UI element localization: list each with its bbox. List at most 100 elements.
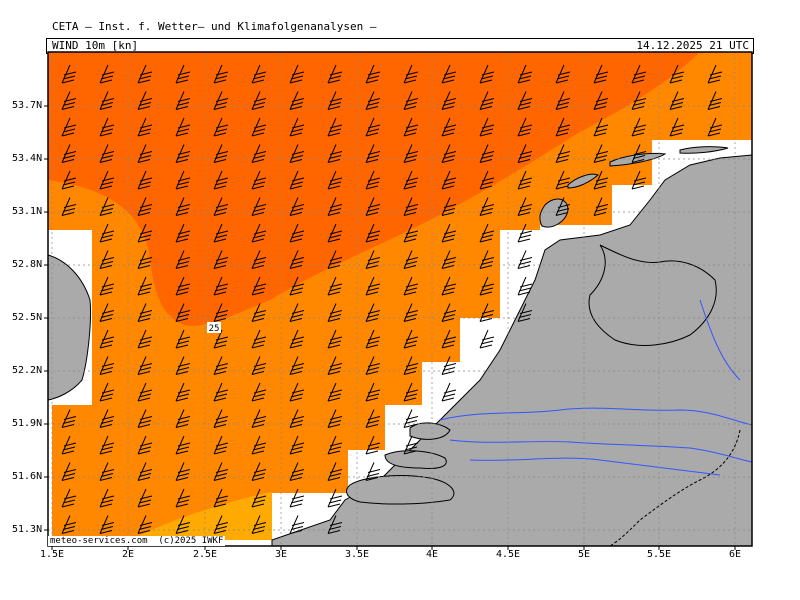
wind-barb [403, 303, 419, 322]
island-terschelling [609, 152, 667, 167]
landmass-netherlands [271, 154, 752, 546]
variable-label: WIND 10m [kn] [52, 39, 139, 52]
wind-barb [137, 197, 153, 216]
wind-barb [289, 276, 305, 296]
lat-label: 52.8N [12, 259, 43, 270]
wind-barb [175, 382, 191, 402]
island-walcheren [346, 475, 455, 505]
wind-barb [327, 303, 343, 322]
island-voorne [409, 422, 451, 440]
wind-barb [99, 515, 115, 534]
lat-label: 52.2N [12, 365, 43, 376]
wind-barb [365, 382, 381, 402]
wind-barb [99, 250, 115, 269]
wind-barb [175, 64, 191, 84]
wind-barb [441, 197, 457, 216]
wind-barb [99, 64, 115, 84]
wind-barb [175, 303, 191, 322]
wind-barb [593, 144, 609, 163]
wind-barb [365, 303, 381, 322]
wind-barb [61, 197, 77, 216]
wind-barb [403, 329, 419, 349]
wind-barb [669, 117, 685, 137]
wind-barb [175, 197, 191, 216]
wind-barb [517, 303, 533, 322]
lon-label: 3E [274, 549, 288, 560]
contour-label-bg [207, 322, 221, 333]
river-waal [469, 457, 721, 476]
lon-label: 2.5E [192, 549, 218, 560]
wind-barb [593, 64, 609, 84]
wind-barb [99, 223, 115, 243]
wind-barb [403, 117, 419, 137]
wind-barb [289, 462, 305, 481]
wind-barb [327, 64, 343, 84]
wind-barb [175, 356, 191, 375]
wind-barb [137, 329, 153, 349]
wind-barb [213, 276, 229, 296]
wind-barb-layer [61, 64, 723, 534]
landmass-england [48, 254, 92, 401]
lat-label: 53.7N [12, 100, 43, 111]
wind-barb [517, 223, 533, 243]
wind-barb [479, 276, 495, 296]
wind-barb [365, 462, 381, 481]
wind-barb [403, 170, 419, 190]
wind-barb [137, 91, 153, 110]
wind-barb [479, 117, 495, 137]
wind-barb [327, 462, 343, 481]
wind-barb [403, 435, 419, 455]
wind-barb [251, 356, 267, 375]
river-rhine [439, 407, 752, 426]
wind-barb [289, 435, 305, 455]
wind-barb [479, 91, 495, 110]
wind-barb [365, 144, 381, 163]
lat-lon-grid [48, 52, 752, 546]
wind-barb [99, 170, 115, 190]
credit-text: meteo-services.com (c)2025 IWKF [48, 536, 226, 546]
wind-barb [327, 409, 343, 428]
ijsselmeer-shore [588, 244, 717, 346]
wind-barb [479, 329, 495, 349]
wind-barb [517, 276, 533, 296]
wind-barb [251, 170, 267, 190]
wind-barb [327, 382, 343, 402]
wind-barb [99, 276, 115, 296]
wind-barb [289, 197, 305, 216]
wind-barb [213, 303, 229, 322]
wind-barb [251, 329, 267, 349]
wind-barb [251, 64, 267, 84]
lat-label: 53.4N [12, 153, 43, 164]
lon-label: 3.5E [344, 549, 370, 560]
wind-barb [441, 382, 457, 402]
wind-barb [441, 303, 457, 322]
wind-barb [251, 91, 267, 110]
wind-barb [251, 223, 267, 243]
wind-barb [251, 515, 267, 534]
wind-barb [289, 170, 305, 190]
wind-barb [365, 409, 381, 428]
wind-barb [251, 409, 267, 428]
wind-barb [479, 303, 495, 322]
wind-barb [175, 329, 191, 349]
wind-barb [137, 144, 153, 163]
wind-barb [631, 64, 647, 84]
wind-barb [517, 250, 533, 269]
wind-barb [441, 329, 457, 349]
wind-barb [441, 223, 457, 243]
wind-barb [517, 144, 533, 163]
wind-barb [327, 223, 343, 243]
wind-barb [99, 303, 115, 322]
wind-barb [479, 144, 495, 163]
wind-barb [213, 382, 229, 402]
lat-label: 51.9N [12, 418, 43, 429]
island-vlieland [567, 173, 599, 189]
wind-barb [251, 197, 267, 216]
wind-barb [403, 409, 419, 428]
wind-barb [213, 515, 229, 534]
wind-barb [403, 356, 419, 375]
wind-barb [137, 409, 153, 428]
wind-barb [441, 117, 457, 137]
wind-barb [289, 382, 305, 402]
wind-barb [251, 117, 267, 137]
